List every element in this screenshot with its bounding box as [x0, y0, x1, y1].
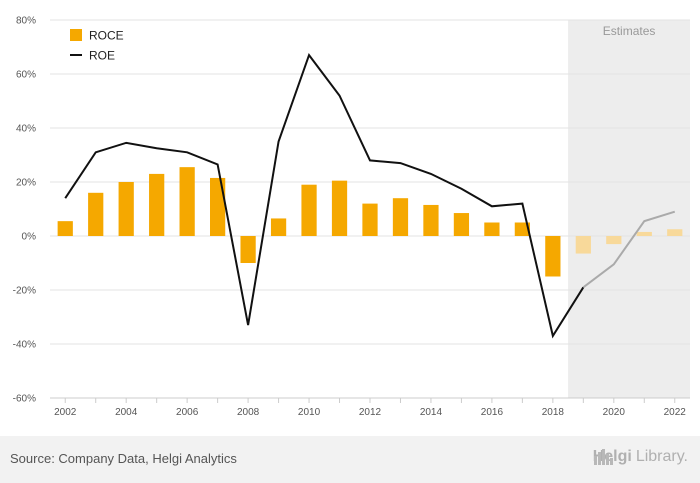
roce-bar — [149, 173, 165, 236]
roce-bar — [270, 218, 287, 236]
x-tick-label: 2008 — [237, 407, 260, 418]
roce-bar — [575, 236, 591, 254]
estimates-region — [568, 20, 690, 398]
roce-bar — [57, 221, 73, 236]
roce-bar — [240, 236, 256, 263]
roe-line — [64, 53, 585, 339]
x-tick-label: 2010 — [298, 407, 321, 418]
roce-bar — [179, 167, 195, 236]
roe-line-estimates — [582, 210, 676, 289]
legend-roce-swatch — [70, 29, 82, 41]
roce-bar — [331, 180, 348, 236]
estimates-label: Estimates — [603, 24, 656, 38]
roce-bar — [392, 198, 409, 236]
roce-bar — [606, 236, 622, 245]
brand-name-light: Library. — [635, 448, 688, 465]
x-tick-label: 2022 — [664, 407, 687, 418]
roce-bar — [514, 222, 530, 236]
roce-bar — [423, 204, 439, 236]
chart-svg: Estimates -60% -40% -20% 0% 20% 40% 60% 80% 2002 2… — [13, 16, 690, 418]
y-tick-label: -40% — [13, 340, 36, 351]
x-tick-label: 2014 — [420, 407, 443, 418]
legend-roce-label: ROCE — [89, 29, 124, 43]
roce-bar — [484, 222, 500, 236]
footer: Source: Company Data, Helgi Analytics He… — [0, 436, 700, 483]
x-tick-label: 2020 — [603, 407, 626, 418]
y-tick-label: 80% — [16, 16, 36, 27]
roce-bar — [636, 231, 652, 236]
city-skyline-icon — [593, 449, 613, 465]
x-tick-label: 2012 — [359, 407, 382, 418]
x-tick-label: 2002 — [54, 407, 77, 418]
roce-bar — [88, 192, 104, 236]
helgi-library-logo[interactable]: Helgi Library. — [593, 448, 688, 466]
x-tick-label: 2006 — [176, 407, 199, 418]
y-tick-label: 60% — [16, 70, 36, 81]
x-tick-label: 2018 — [542, 407, 565, 418]
y-tick-label: 20% — [16, 178, 36, 189]
roce-bar — [118, 182, 134, 236]
roce-bar — [301, 184, 317, 236]
roce-bar — [667, 229, 683, 236]
y-tick-label: 0% — [22, 232, 37, 243]
roce-bar — [362, 203, 378, 236]
x-tick-label: 2016 — [481, 407, 504, 418]
roce-bar — [210, 177, 226, 236]
source-note: Source: Company Data, Helgi Analytics — [10, 451, 237, 466]
y-tick-label: -60% — [13, 394, 36, 405]
roce-bar — [545, 236, 561, 277]
x-tick-label: 2004 — [115, 407, 138, 418]
legend-roe-label: ROE — [89, 49, 115, 63]
roce-bar — [453, 213, 470, 236]
y-tick-label: 40% — [16, 124, 36, 135]
y-tick-label: -20% — [13, 286, 36, 297]
